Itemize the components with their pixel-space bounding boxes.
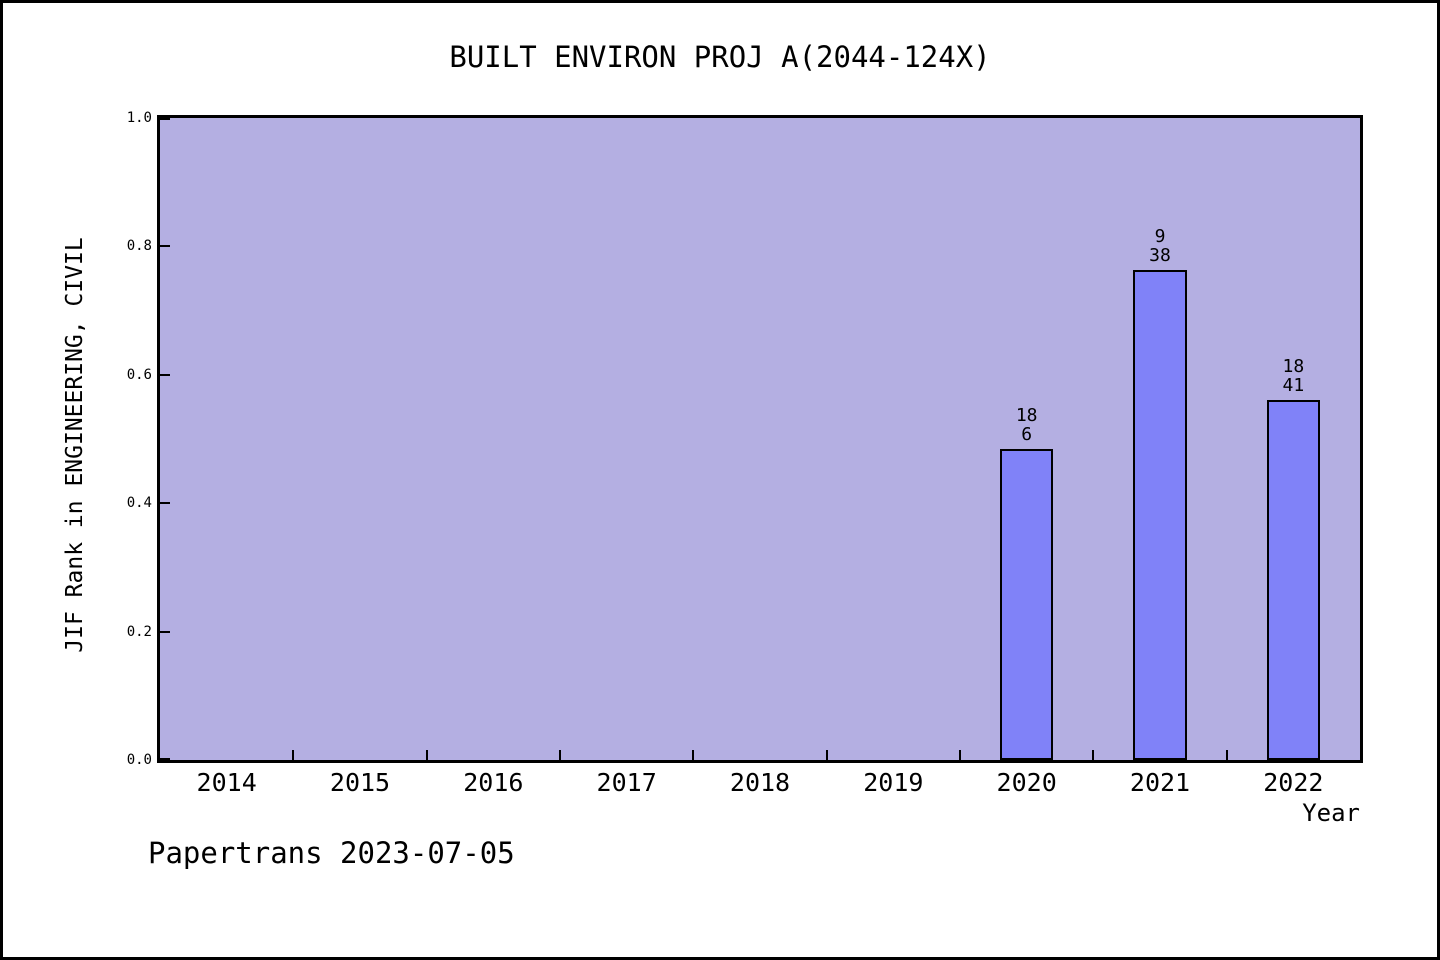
footer-watermark: Papertrans 2023-07-05 <box>148 836 515 870</box>
x-tick-mark <box>959 750 961 760</box>
x-axis-label: Year <box>1302 799 1360 827</box>
x-tick-mark <box>1092 750 1095 760</box>
bar <box>1266 400 1320 760</box>
x-tick-mark <box>692 750 695 760</box>
y-tick-mark <box>160 630 170 633</box>
y-tick-label: 0.2 <box>126 623 152 640</box>
bar-annotation-line: 38 <box>1149 245 1171 266</box>
bar-annotation: 9 38 <box>1100 227 1220 265</box>
bar-annotation: 18 6 <box>967 406 1087 444</box>
x-tick-mark <box>825 750 828 760</box>
y-axis-label: JIF Rank in ENGINEERING, CIVIL <box>62 237 88 653</box>
x-tick-label: 2015 <box>329 768 391 797</box>
y-tick-label: 0.4 <box>126 495 152 512</box>
x-tick-mark <box>1225 750 1228 760</box>
x-tick-label: 2017 <box>596 768 657 797</box>
x-tick-label: 2022 <box>1263 768 1324 797</box>
x-tick-label: 2021 <box>1129 768 1191 797</box>
y-tick-mark <box>160 502 170 505</box>
bar-annotation-line: 6 <box>1021 424 1033 445</box>
x-tick-mark <box>559 750 561 760</box>
x-tick-label: 2018 <box>729 768 791 797</box>
y-tick-label: 0.0 <box>126 752 152 768</box>
y-tick-mark <box>160 758 170 760</box>
x-tick-mark <box>425 750 428 760</box>
bar-annotation-line: 9 <box>1154 226 1166 247</box>
y-tick-label: 0.8 <box>126 238 152 255</box>
bar-annotation-line: 18 <box>1015 405 1038 426</box>
bar <box>1000 449 1054 760</box>
bar <box>1133 270 1187 760</box>
y-tick-mark <box>160 245 170 248</box>
x-tick-mark <box>292 750 295 760</box>
bar-annotation-line: 41 <box>1282 375 1305 396</box>
x-tick-label: 2016 <box>463 768 524 797</box>
y-tick-mark <box>160 373 170 376</box>
chart-title: BUILT ENVIRON PROJ A(2044-124X) <box>449 40 991 74</box>
x-tick-label: 2019 <box>863 768 924 797</box>
plot-area: 18 6 9 38 18 41 <box>157 115 1363 763</box>
bar-annotation-line: 18 <box>1282 356 1305 377</box>
y-tick-mark <box>160 118 170 120</box>
x-tick-label: 2020 <box>996 768 1057 797</box>
x-tick-label: 2014 <box>196 768 257 797</box>
bar-annotation: 18 41 <box>1233 357 1353 395</box>
y-tick-label: 1.0 <box>126 110 152 126</box>
y-tick-label: 0.6 <box>126 366 152 383</box>
